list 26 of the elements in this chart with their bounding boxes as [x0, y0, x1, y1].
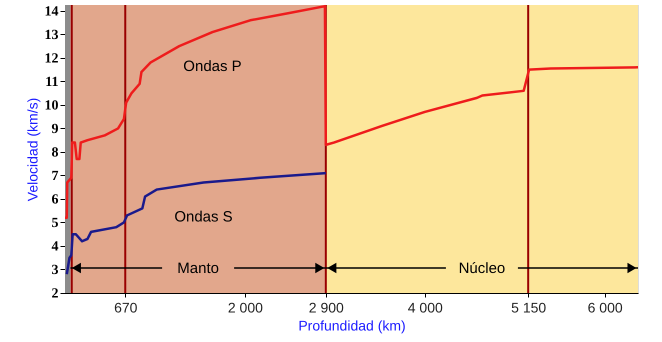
x-tick-label: 6 000: [588, 300, 623, 316]
band-label: Manto: [177, 260, 219, 277]
band-label: Núcleo: [458, 260, 506, 277]
series-label: Ondas S: [174, 208, 233, 226]
x-tick-label: 2 000: [228, 300, 264, 316]
y-tick-label: 7: [52, 168, 58, 184]
y-tick-label: 10: [44, 98, 58, 114]
y-tick-label: 9: [52, 122, 58, 137]
y-tick-label: 4: [52, 239, 58, 254]
y-tick-label: 14: [44, 4, 58, 20]
y-tick-label: 5: [52, 216, 58, 231]
y-tick-label: 6: [52, 192, 58, 208]
y-tick-label: 3: [52, 262, 58, 278]
x-tick-label: 2 900: [308, 300, 344, 316]
y-tick-label: 13: [44, 28, 58, 43]
y-tick-label: 11: [45, 74, 58, 90]
series-label: Ondas P: [183, 58, 242, 76]
y-tick-label: 12: [44, 51, 58, 66]
x-tick-label: 4 000: [408, 300, 443, 316]
x-tick-label: 670: [114, 300, 138, 316]
y-tick-label: 2: [52, 286, 58, 302]
x-axis-title: Profundidad (km): [298, 318, 406, 334]
y-tick-label: 8: [52, 145, 58, 160]
x-tick-label: 5 150: [511, 300, 546, 316]
y-axis-title: Velocidad (km/s): [24, 98, 40, 202]
line-series: [66, 172, 328, 276]
